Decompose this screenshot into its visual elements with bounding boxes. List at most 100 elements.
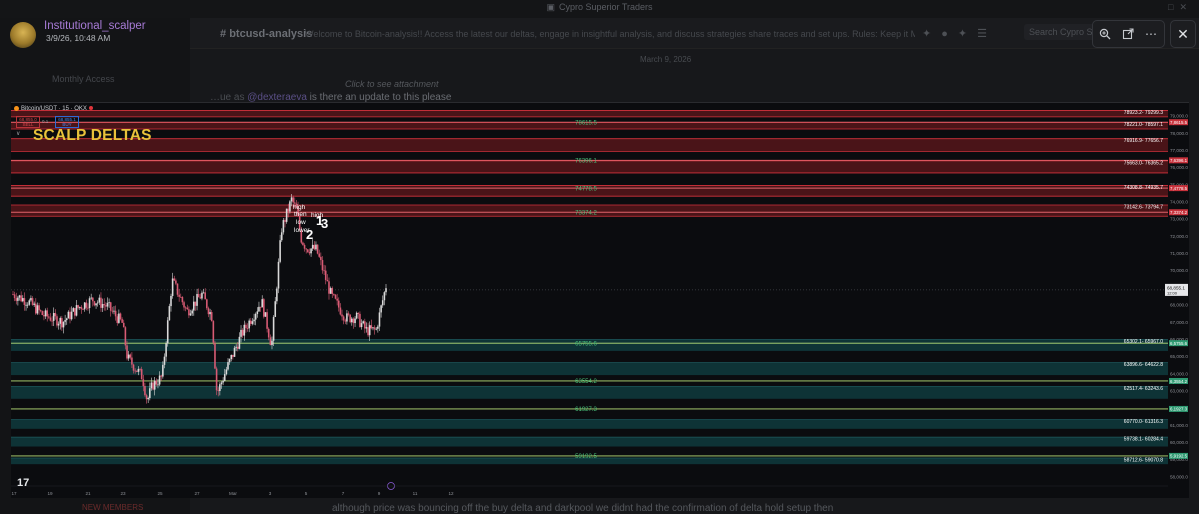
candle-body xyxy=(284,220,286,222)
candle-body xyxy=(103,304,106,306)
candle-body xyxy=(313,244,316,250)
buy-zone xyxy=(11,386,1168,399)
candle-body xyxy=(328,281,330,294)
candle-body xyxy=(122,322,125,328)
server-title: Cypro Superior Traders xyxy=(558,2,653,12)
candle-body xyxy=(230,354,233,360)
new-members-badge[interactable]: NEW MEMBERS xyxy=(82,503,144,512)
candle-body xyxy=(90,297,92,299)
candle-body xyxy=(20,295,22,302)
candle-body xyxy=(320,256,322,261)
candle-body xyxy=(336,298,338,301)
candle-body xyxy=(83,302,86,310)
candle-body xyxy=(35,303,37,314)
x-tick-label: 25 xyxy=(157,491,163,496)
candle-body xyxy=(135,370,138,372)
y-tick-label: 59,000.0 xyxy=(1170,457,1188,462)
price-tag-label: 7,4778.5 xyxy=(1170,186,1188,191)
candle-body xyxy=(13,294,16,299)
attachment-hint[interactable]: Click to see attachment xyxy=(345,79,439,89)
candle-body xyxy=(367,327,369,336)
candle-body xyxy=(202,292,205,294)
more-icon[interactable]: ⋯ xyxy=(1145,27,1157,41)
window-controls[interactable]: □✕ xyxy=(1168,2,1193,12)
search-input[interactable]: Search Cypro S xyxy=(1024,24,1099,40)
y-tick-label: 77,000.0 xyxy=(1170,148,1188,153)
candle-body xyxy=(61,318,63,328)
candle-body xyxy=(197,294,200,298)
x-tick-label: 23 xyxy=(120,491,126,496)
candle-body xyxy=(267,328,270,338)
candle-body xyxy=(191,310,193,314)
candle-body xyxy=(266,312,268,329)
candle-body xyxy=(28,300,31,305)
header-icons[interactable]: ✦●✦☰ xyxy=(922,28,997,40)
chart-image[interactable]: 78615.5 76396.1 74778.5 73374.2 65755.6 63554… xyxy=(11,102,1189,498)
candle-body xyxy=(370,325,373,329)
sell-zone-label: 74308.8- 74935.7 xyxy=(1124,185,1163,191)
y-tick-label: 61,000.0 xyxy=(1170,423,1188,428)
candle-body xyxy=(233,347,236,357)
reply-prefix: …ue as xyxy=(210,92,245,103)
buy-level-label: 59192.5 xyxy=(575,454,597,460)
candle-body xyxy=(15,298,18,301)
candle-body xyxy=(349,314,351,323)
candle-body xyxy=(380,305,382,313)
candle-body xyxy=(134,370,136,372)
candle-body xyxy=(246,328,249,329)
candle-body xyxy=(144,386,146,396)
sell-button[interactable]: 68,855.0 SELL xyxy=(16,116,40,128)
candle-body xyxy=(160,375,163,377)
zoom-in-icon[interactable] xyxy=(1094,21,1116,47)
candle-body xyxy=(31,298,34,305)
buy-zone-label: 60770.0- 61316.3 xyxy=(1124,419,1163,425)
candle-body xyxy=(192,301,195,311)
y-tick-label: 75,000.0 xyxy=(1170,182,1188,187)
price-tag xyxy=(1169,405,1188,412)
chart-canvas: 78615.5 76396.1 74778.5 73374.2 65755.6 63554… xyxy=(11,103,1189,498)
candle-body xyxy=(355,312,358,319)
buy-zone xyxy=(11,339,1168,351)
candle-body xyxy=(113,310,115,312)
candle-body xyxy=(12,294,14,296)
price-tag xyxy=(1169,377,1188,384)
sell-zone xyxy=(11,205,1168,217)
candle-body xyxy=(250,320,252,324)
buy-button[interactable]: 68,855.1 BUY xyxy=(55,116,79,128)
candle-body xyxy=(307,249,309,253)
sell-zone xyxy=(11,110,1168,117)
candle-body xyxy=(21,298,24,302)
candle-body xyxy=(269,337,272,346)
candle-body xyxy=(381,300,384,306)
candle-body xyxy=(188,309,190,316)
candle-body xyxy=(276,288,278,302)
candle-body xyxy=(364,321,366,329)
price-tag-label: 7,6396.1 xyxy=(1170,158,1188,163)
price-tag xyxy=(1169,119,1188,126)
candle-body xyxy=(129,354,132,358)
buy-zone-label: 59738.1- 60284.4 xyxy=(1124,437,1163,443)
candle-body xyxy=(219,384,221,391)
candle-body xyxy=(96,302,99,304)
candle-body xyxy=(118,313,120,323)
candle-body xyxy=(119,313,122,320)
candle-body xyxy=(175,280,177,284)
candle-body xyxy=(241,329,244,336)
avatar[interactable] xyxy=(10,22,36,48)
y-tick-label: 66,000.0 xyxy=(1170,337,1188,342)
candle-body xyxy=(360,323,363,328)
collapse-chevron-icon[interactable]: ∨ xyxy=(16,131,21,137)
close-icon[interactable]: ✕ xyxy=(1170,20,1196,48)
candle-body xyxy=(157,384,159,386)
reply-mention[interactable]: @dexteraeva xyxy=(247,92,307,103)
candle-body xyxy=(300,229,303,243)
open-external-icon[interactable] xyxy=(1117,21,1139,47)
candle-body xyxy=(70,311,73,320)
sidebar-item-monthly-access[interactable]: Monthly Access xyxy=(52,74,115,84)
author-name[interactable]: Institutional_scalper xyxy=(44,20,146,32)
candle-body xyxy=(368,325,371,336)
channel-topic[interactable]: Welcome to Bitcoin-analysis!! Access the… xyxy=(305,29,915,39)
candle-body xyxy=(236,346,239,349)
candle-body xyxy=(350,318,353,323)
candle-body xyxy=(342,316,345,321)
